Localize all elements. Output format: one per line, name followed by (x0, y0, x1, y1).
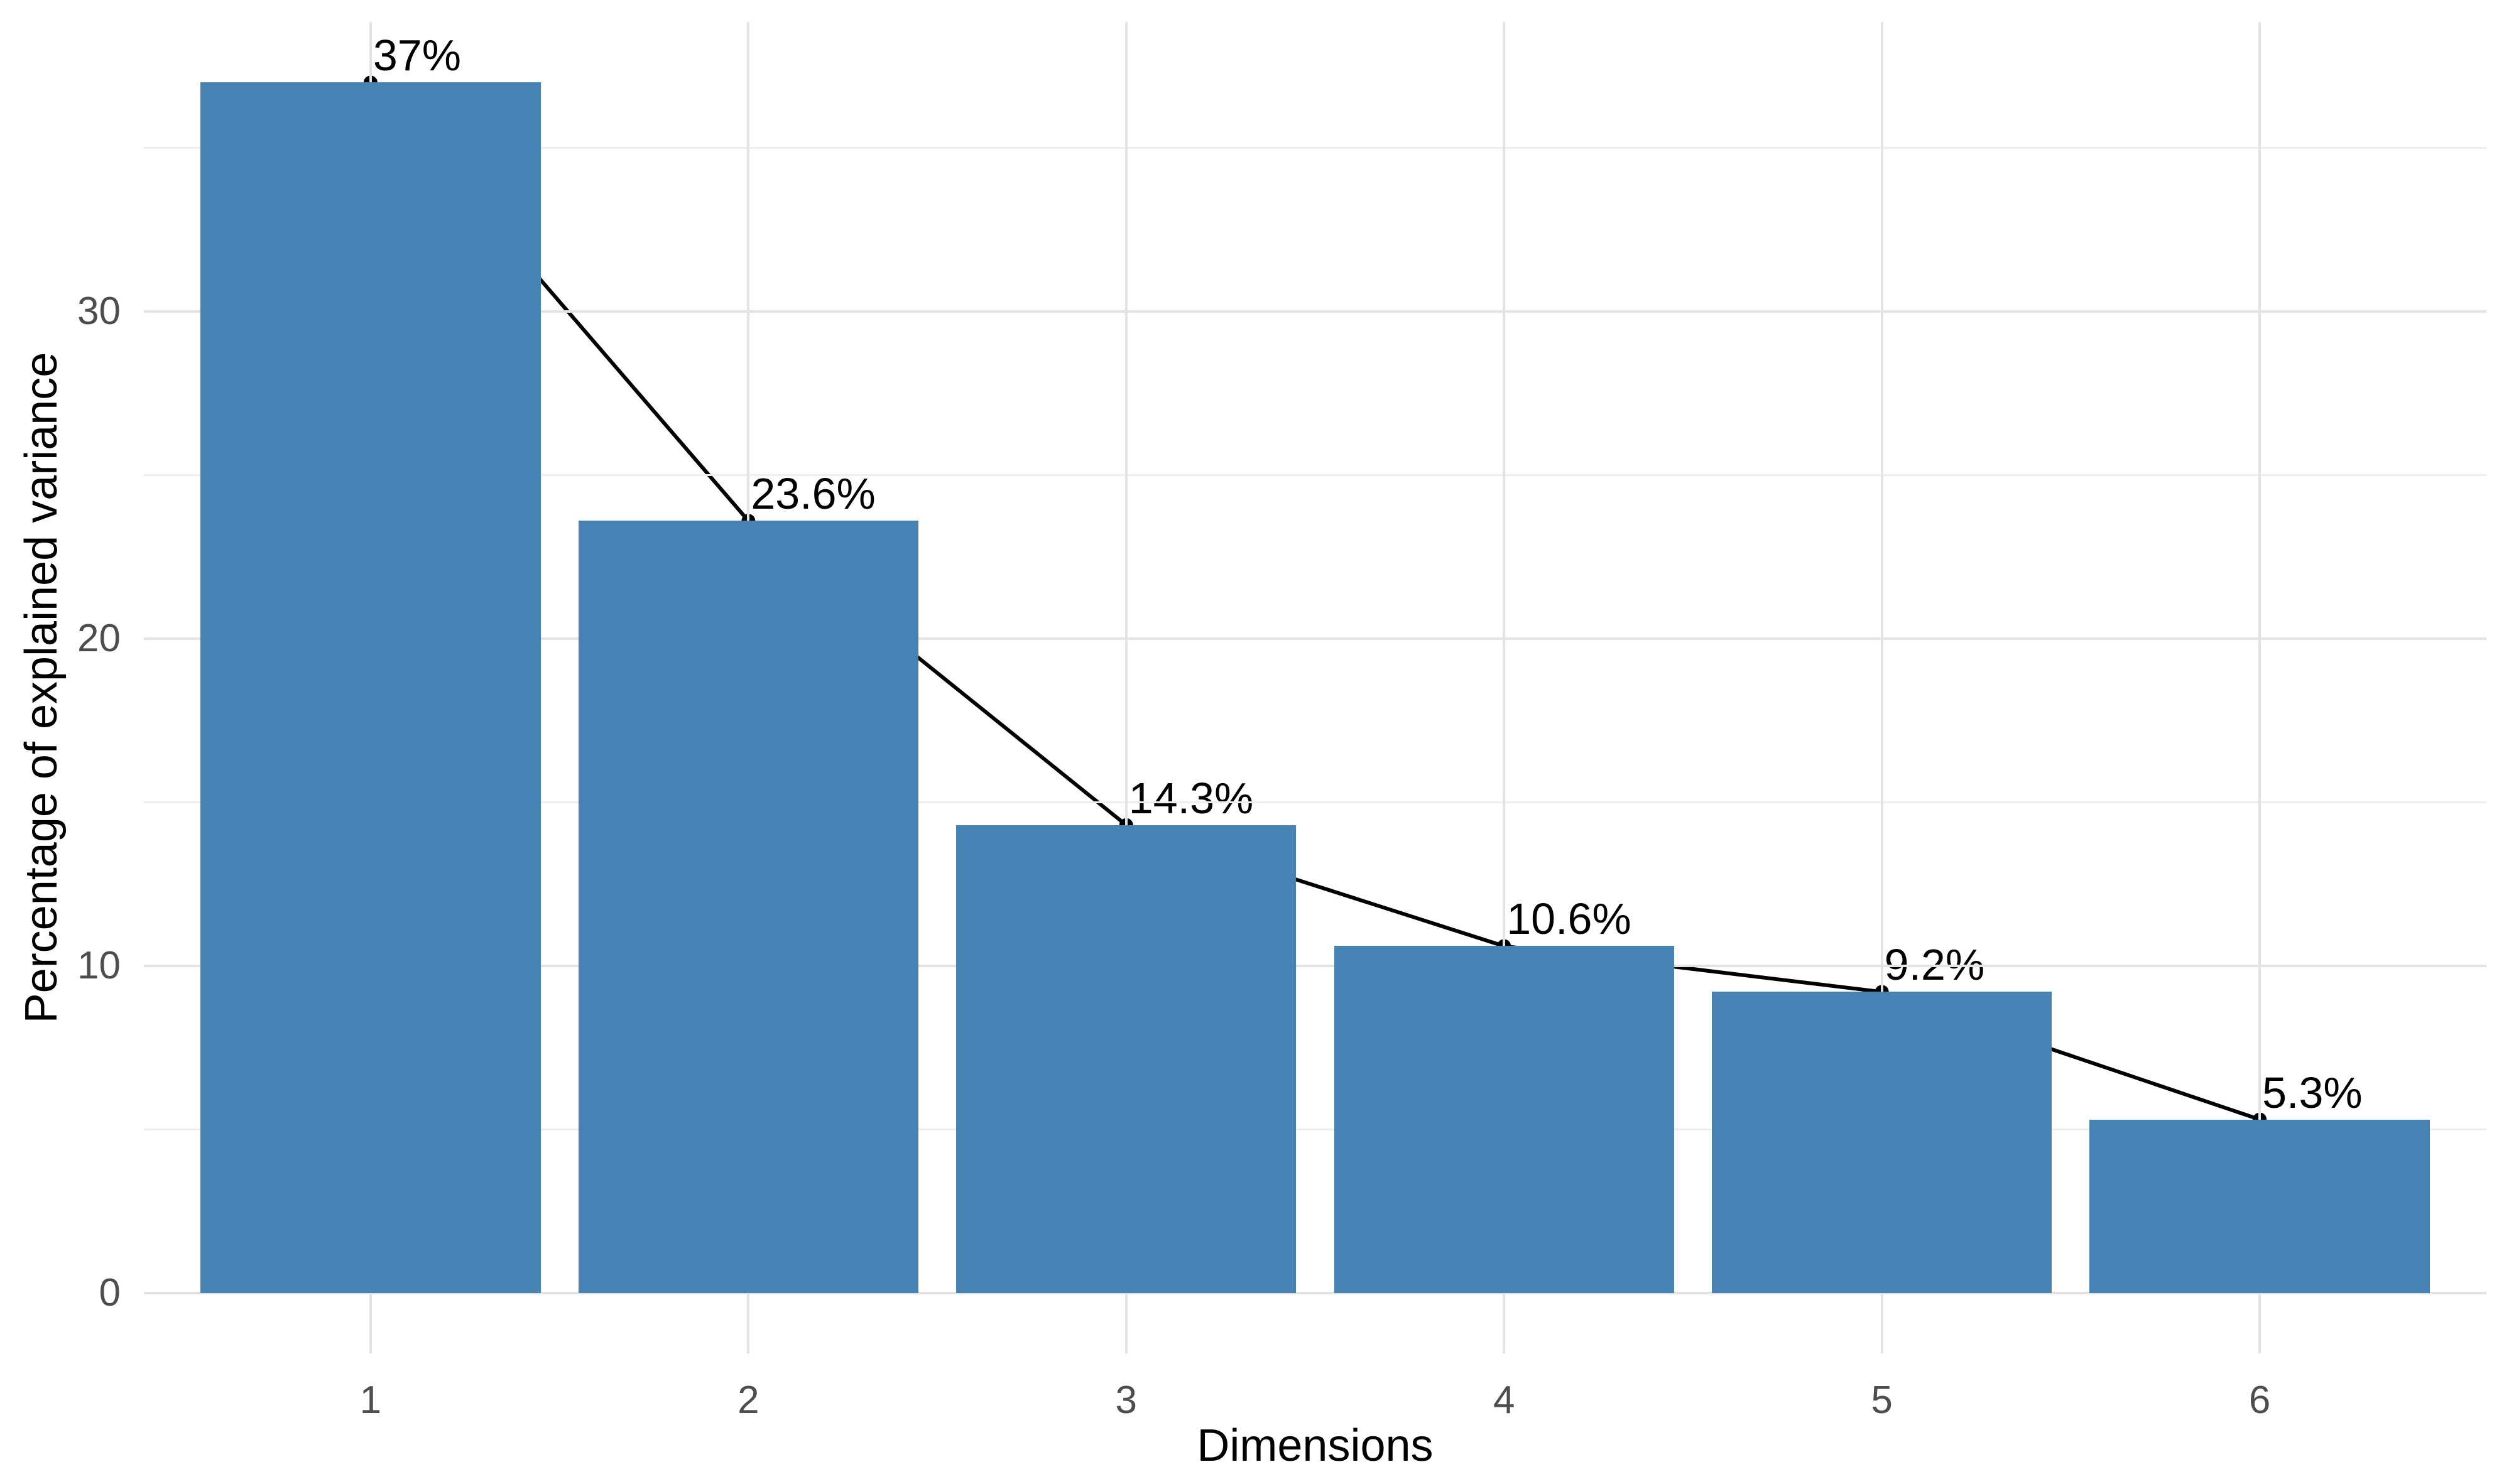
x-axis-tick-label: 1 (359, 1378, 382, 1422)
variance-bar (2089, 1119, 2430, 1293)
y-axis-tick-label: 0 (99, 1270, 121, 1314)
y-axis-tick-label: 20 (77, 616, 121, 660)
y-minor-gridline (144, 1128, 2486, 1130)
y-minor-gridline (144, 801, 2486, 803)
x-axis-tick-label: 4 (1493, 1378, 1515, 1422)
variance-bar (956, 825, 1297, 1293)
y-major-gridline (144, 310, 2486, 313)
x-axis-tick-label: 2 (737, 1378, 759, 1422)
y-major-gridline (144, 964, 2486, 967)
y-major-gridline (144, 637, 2486, 640)
x-major-gridline (1503, 22, 1506, 1353)
variance-bar (200, 82, 541, 1293)
y-minor-gridline (144, 474, 2486, 476)
x-major-gridline (1880, 22, 1883, 1353)
point-value-label: 37% (373, 31, 461, 80)
variance-bar (1712, 992, 2052, 1293)
x-axis-tick-label: 3 (1115, 1378, 1137, 1422)
variance-bar (1334, 946, 1674, 1293)
y-major-gridline (144, 1291, 2486, 1294)
x-axis-tick-label: 6 (2248, 1378, 2271, 1422)
variance-bar (578, 521, 918, 1293)
x-major-gridline (1124, 22, 1128, 1353)
y-minor-gridline (144, 147, 2486, 149)
point-value-label: 5.3% (2262, 1068, 2363, 1117)
y-axis-tick-label: 10 (77, 943, 121, 987)
y-axis-title: Percentage of explained variance (16, 352, 67, 1024)
x-axis-title: Dimensions (1197, 1421, 1434, 1471)
y-axis-tick-label: 30 (77, 289, 121, 333)
point-value-label: 10.6% (1506, 894, 1631, 944)
point-value-label: 23.6% (751, 469, 876, 519)
x-major-gridline (2258, 22, 2261, 1353)
x-axis-tick-label: 5 (1871, 1378, 1893, 1422)
point-value-label: 14.3% (1128, 773, 1254, 823)
